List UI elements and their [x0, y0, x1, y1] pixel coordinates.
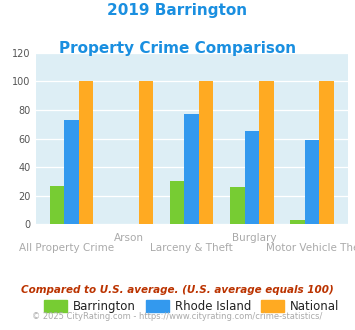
Bar — [50, 186, 64, 224]
Text: © 2025 CityRating.com - https://www.cityrating.com/crime-statistics/: © 2025 CityRating.com - https://www.city… — [32, 312, 323, 321]
Bar — [64, 120, 78, 224]
Bar — [319, 82, 334, 224]
Bar — [245, 131, 259, 224]
Bar — [139, 82, 153, 224]
Text: All Property Crime: All Property Crime — [19, 243, 114, 252]
Bar — [199, 82, 213, 224]
Text: Property Crime Comparison: Property Crime Comparison — [59, 41, 296, 56]
Bar — [259, 82, 274, 224]
Text: Larceny & Theft: Larceny & Theft — [150, 243, 233, 252]
Bar — [290, 220, 305, 224]
Text: Motor Vehicle Theft: Motor Vehicle Theft — [266, 243, 355, 252]
Bar — [185, 114, 199, 224]
Text: Arson: Arson — [114, 233, 144, 243]
Bar — [305, 140, 319, 224]
Bar — [170, 182, 185, 224]
Text: Compared to U.S. average. (U.S. average equals 100): Compared to U.S. average. (U.S. average … — [21, 285, 334, 295]
Legend: Barrington, Rhode Island, National: Barrington, Rhode Island, National — [39, 295, 344, 318]
Bar — [78, 82, 93, 224]
Bar — [230, 187, 245, 224]
Text: 2019 Barrington: 2019 Barrington — [108, 3, 247, 18]
Text: Burglary: Burglary — [232, 233, 277, 243]
